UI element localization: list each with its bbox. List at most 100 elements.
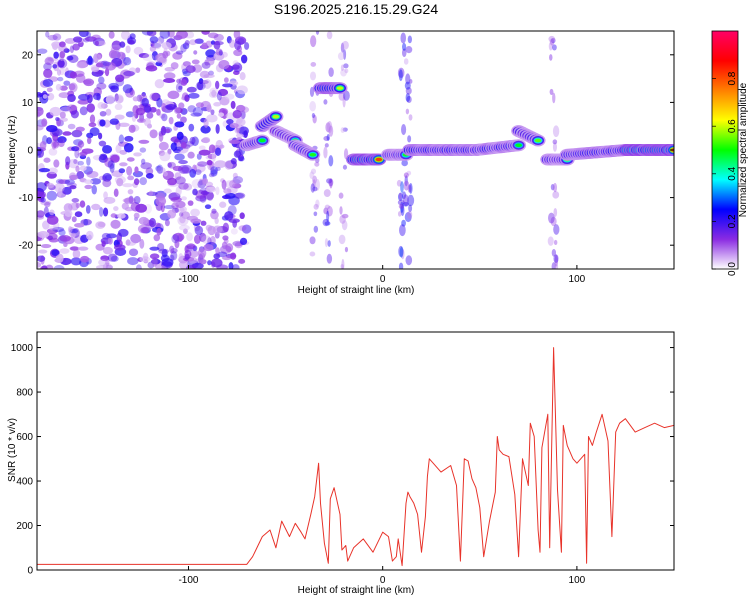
spectrogram-noise-cell (50, 107, 62, 116)
spectrogram-noise-cell (126, 242, 136, 246)
spectrogram-noise-cell (402, 43, 406, 51)
spectrogram-noise-cell (222, 242, 228, 249)
spectrogram-noise-cell (43, 69, 52, 78)
spectrogram-noise-cell (327, 254, 332, 264)
spectrogram-noise-cell (86, 32, 91, 38)
spectrogram-noise-cell (136, 108, 145, 116)
spectrogram-y-label: Frequency (Hz) (7, 116, 18, 185)
spectrogram-y-tick-label: -10 (19, 193, 34, 204)
snr-y-label: SNR (10 * v/v) (7, 418, 18, 482)
spectrogram-noise-cell (127, 157, 135, 161)
spectrogram-noise-cell (209, 144, 216, 153)
spectrogram-noise-cell (67, 56, 74, 61)
spectrogram-noise-cell (188, 124, 194, 132)
spectrogram-noise-cell (210, 88, 218, 95)
spectrogram-noise-cell (150, 36, 159, 43)
spectrogram-noise-cell (40, 141, 47, 150)
spectrogram-noise-cell (103, 247, 113, 254)
spectrogram-noise-cell (134, 213, 140, 219)
spectrogram-noise-cell (49, 148, 58, 156)
spectrogram-noise-cell (554, 240, 557, 245)
spectrogram-noise-cell (552, 249, 556, 257)
spectrogram-signal-cell (259, 139, 266, 143)
spectrogram-noise-cell (95, 41, 99, 46)
spectrogram-noise-cell (62, 131, 71, 135)
spectrogram-noise-cell (53, 141, 59, 148)
spectrogram-noise-cell (39, 168, 50, 172)
spectrogram-noise-cell (311, 169, 316, 175)
spectrogram-noise-cell (97, 102, 104, 109)
spectrogram-noise-cell (118, 123, 129, 127)
spectrogram-noise-cell (108, 160, 115, 169)
spectrogram-noise-cell (222, 180, 227, 190)
spectrogram-noise-cell (190, 218, 201, 223)
spectrogram-noise-cell (80, 106, 88, 115)
spectrogram-noise-cell (328, 155, 333, 166)
spectrogram-noise-cell (207, 160, 213, 166)
spectrogram-noise-cell (80, 256, 89, 263)
spectrogram-signal-cell (309, 153, 316, 157)
spectrogram-noise-cell (161, 103, 166, 112)
spectrogram-noise-cell (195, 226, 204, 235)
spectrogram-noise-cell (399, 224, 406, 236)
spectrogram-noise-cell (198, 248, 207, 258)
spectrogram-noise-cell (67, 94, 76, 102)
spectrogram-noise-cell (80, 151, 88, 155)
spectrogram-noise-cell (215, 186, 219, 195)
spectrogram-noise-cell (106, 109, 112, 116)
spectrogram-noise-cell (342, 41, 349, 50)
spectrogram-noise-cell (70, 246, 78, 250)
spectrogram-noise-cell (115, 104, 123, 110)
spectrogram-noise-cell (201, 221, 207, 226)
spectrogram-noise-cell (181, 196, 187, 200)
spectrogram-noise-cell (312, 113, 315, 118)
spectrogram-noise-cell (231, 158, 237, 164)
spectrogram-noise-cell (343, 63, 348, 68)
spectrogram-noise-cell (184, 250, 191, 259)
spectrogram-noise-cell (229, 180, 236, 188)
spectrogram-noise-cell (124, 197, 136, 204)
spectrogram-noise-cell (194, 235, 201, 244)
spectrogram-noise-cell (43, 158, 50, 163)
spectrogram-noise-cell (180, 206, 187, 212)
spectrogram-noise-cell (40, 197, 45, 202)
spectrogram-noise-cell (222, 195, 231, 199)
spectrogram-noise-cell (142, 54, 154, 61)
spectrogram-noise-cell (133, 152, 142, 156)
spectrogram-noise-cell (240, 106, 249, 113)
spectrogram-noise-cell (113, 206, 119, 211)
spectrogram-x-tick-label: 100 (569, 274, 586, 285)
spectrogram-noise-cell (44, 202, 50, 208)
spectrogram-noise-cell (84, 185, 92, 189)
spectrogram-noise-cell (549, 42, 553, 51)
spectrogram-noise-cell (93, 93, 101, 100)
spectrogram-noise-cell (118, 229, 129, 237)
spectrogram-noise-cell (408, 35, 412, 43)
spectrogram-noise-cell (314, 211, 318, 216)
spectrogram-noise-cell (100, 111, 107, 117)
snr-y-tick-label: 400 (16, 477, 33, 488)
spectrogram-y-tick-label: 20 (22, 50, 34, 61)
spectrogram-signal-cell (376, 158, 383, 162)
spectrogram-noise-cell (341, 127, 345, 133)
spectrogram-noise-cell (164, 188, 172, 193)
spectrogram-noise-cell (162, 51, 168, 58)
spectrogram-noise-cell (114, 244, 126, 250)
spectrogram-noise-cell (171, 234, 179, 243)
spectrogram-noise-cell (150, 129, 158, 138)
spectrogram-noise-cell (187, 87, 197, 93)
spectrogram-noise-cell (407, 135, 411, 142)
spectrogram-noise-cell (328, 67, 333, 77)
spectrogram-noise-cell (102, 241, 106, 247)
spectrogram-noise-cell (343, 165, 347, 170)
spectrogram-noise-cell (409, 114, 413, 120)
spectrogram-noise-cell (146, 112, 153, 119)
spectrogram-noise-cell (176, 30, 188, 39)
spectrogram-noise-cell (188, 257, 197, 263)
spectrogram-noise-cell (214, 41, 221, 50)
spectrogram-noise-cell (202, 178, 207, 185)
spectrogram-noise-cell (553, 139, 558, 144)
spectrogram-noise-cell (51, 249, 59, 255)
snr-x-label: Height of straight line (km) (298, 585, 415, 596)
spectrogram-noise-cell (406, 255, 413, 265)
